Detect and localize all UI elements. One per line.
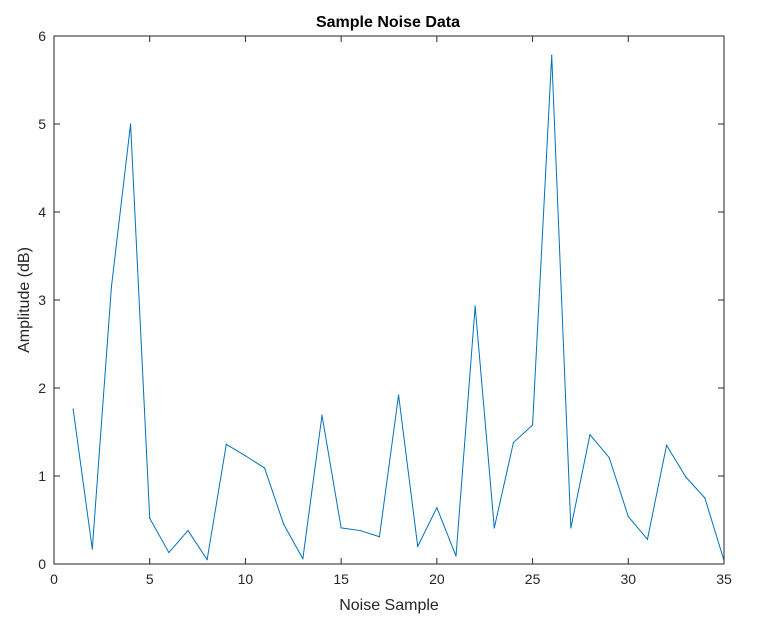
data-points — [72, 54, 725, 562]
data-point — [704, 497, 706, 499]
data-point — [206, 559, 208, 561]
data-point — [187, 529, 189, 532]
data-point — [589, 434, 591, 436]
y-tick-label: 5 — [38, 116, 46, 132]
y-tick-label: 6 — [38, 28, 46, 44]
y-tick-label: 2 — [38, 380, 46, 396]
data-point — [321, 414, 323, 416]
data-point — [225, 443, 227, 445]
x-tick-label: 5 — [146, 571, 154, 587]
data-point — [91, 548, 93, 550]
data-point — [129, 123, 132, 125]
x-tick-label: 10 — [238, 571, 254, 587]
data-point — [359, 529, 361, 532]
data-point — [512, 441, 515, 444]
data-point — [608, 456, 610, 459]
data-point — [455, 555, 457, 557]
x-axis-label: Noise Sample — [339, 597, 439, 614]
y-tick-label: 1 — [38, 468, 46, 484]
x-tick-label: 15 — [333, 571, 349, 587]
data-point — [493, 527, 495, 529]
data-point — [417, 545, 419, 548]
x-tick-label: 35 — [716, 571, 732, 587]
x-tick-label: 20 — [429, 571, 445, 587]
y-tick-label: 0 — [38, 556, 46, 572]
data-point — [340, 527, 342, 529]
chart-title: Sample Noise Data — [316, 14, 460, 31]
data-point — [168, 551, 170, 554]
data-point — [531, 424, 534, 426]
data-point — [302, 558, 304, 560]
y-tick-label: 3 — [38, 292, 46, 308]
data-point — [149, 517, 151, 519]
data-point — [263, 467, 266, 469]
x-tick-label: 25 — [525, 571, 541, 587]
data-point — [436, 507, 438, 509]
y-axis-label: Amplitude (dB) — [16, 247, 33, 353]
x-tick-label: 30 — [620, 571, 636, 587]
data-point — [283, 523, 285, 526]
data-point — [474, 305, 476, 307]
data-point — [397, 394, 400, 396]
plot-area — [54, 36, 724, 564]
plot-frame — [53, 35, 725, 565]
data-point — [646, 538, 649, 540]
tick-labels: 0 5 10 15 20 25 30 35 0 1 2 3 4 5 6 — [38, 28, 732, 587]
data-point — [685, 476, 687, 478]
data-point — [627, 515, 629, 518]
data-point — [665, 444, 668, 446]
data-point — [72, 408, 74, 410]
y-tick-label: 4 — [38, 204, 46, 220]
data-point — [378, 536, 381, 538]
x-tick-label: 0 — [50, 571, 58, 587]
data-point — [551, 54, 553, 56]
data-point — [570, 527, 572, 529]
data-point — [244, 455, 247, 457]
data-point — [110, 286, 113, 288]
